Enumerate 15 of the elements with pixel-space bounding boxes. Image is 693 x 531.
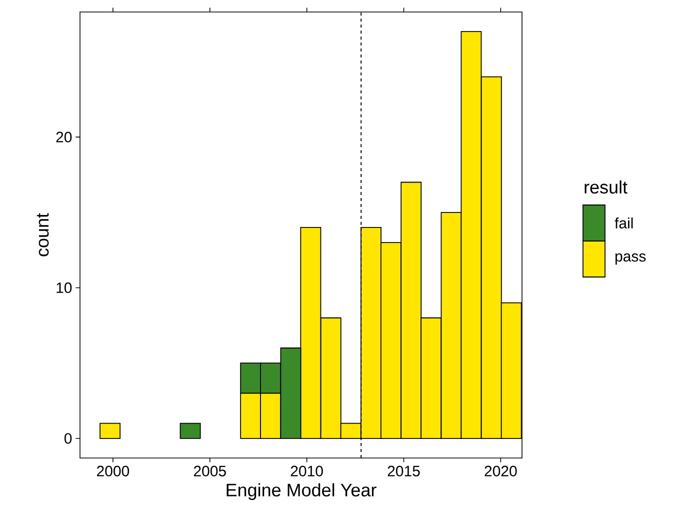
y-tick-label: 10 (56, 282, 72, 294)
x-axis-title: Engine Model Year (226, 483, 376, 500)
x-tick-label: 2000 (97, 466, 130, 476)
legend-label: fail (614, 217, 633, 228)
x-tick-label: 2005 (194, 466, 226, 476)
x-tick-label: 2010 (290, 466, 323, 476)
x-tick-label: 2015 (388, 466, 420, 476)
y-axis-title: count (36, 213, 49, 256)
bar (100, 422, 121, 439)
legend-label: pass (615, 253, 646, 265)
y-tick-label: 0 (64, 433, 72, 444)
legend-title: result (584, 180, 628, 194)
y-tick-label: 20 (56, 132, 72, 142)
bar (180, 422, 201, 439)
x-tick-label: 2020 (484, 466, 517, 476)
